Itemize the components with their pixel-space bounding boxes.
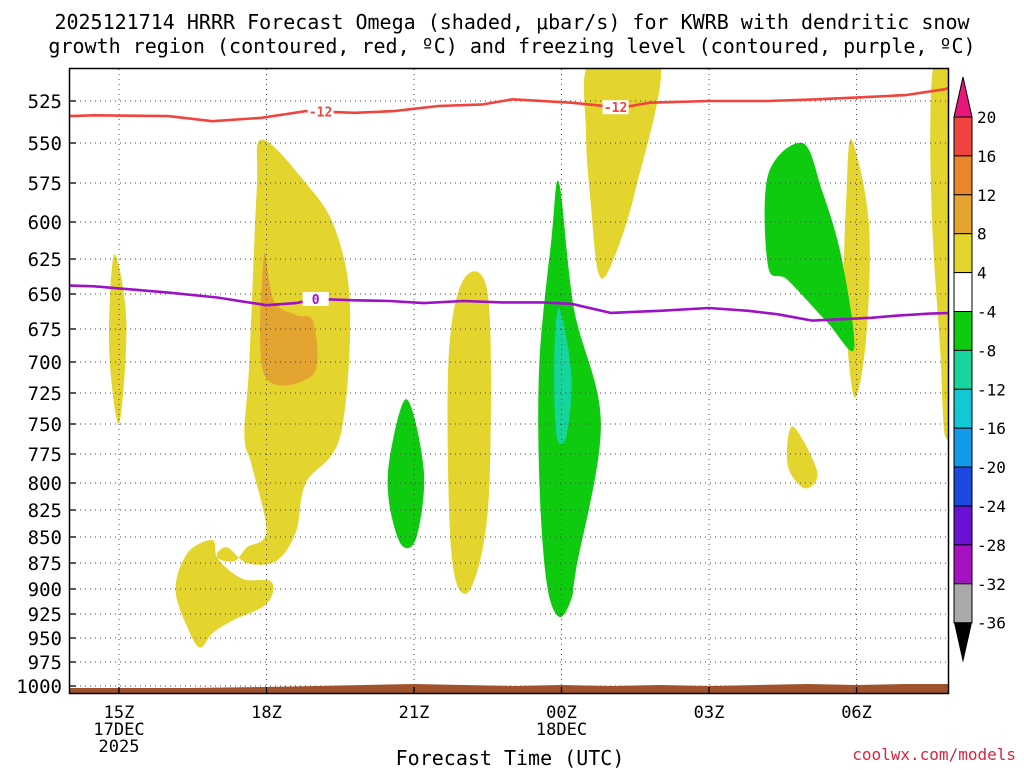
colorbar-label: 16 <box>977 147 996 166</box>
x-axis-label: Forecast Time (UTC) <box>395 746 625 770</box>
terrain-ground <box>70 684 948 693</box>
colorbar-segment <box>953 233 973 274</box>
colorbar-label: -16 <box>977 419 1006 438</box>
dendritic-contour-label: -12 <box>309 106 332 121</box>
y-tick-label: 800 <box>28 473 62 495</box>
omega-region-12 <box>764 142 855 352</box>
y-tick-label: 825 <box>28 500 62 522</box>
y-tick-label: 875 <box>28 553 62 575</box>
colorbar-segment <box>953 427 973 468</box>
dendritic-contour-line <box>70 86 948 123</box>
y-tick-label: 950 <box>28 628 62 650</box>
colorbar-label: -24 <box>977 497 1006 516</box>
omega-region-3 <box>260 252 318 386</box>
colorbar-segment <box>953 466 973 507</box>
colorbar-segment <box>953 544 973 585</box>
y-tick-label: 550 <box>28 133 62 155</box>
x-tick-label: 2025 <box>99 737 140 757</box>
y-tick-label: 850 <box>28 527 62 549</box>
x-tick-label: 21Z <box>399 703 430 723</box>
colorbar-label: 20 <box>977 108 996 127</box>
y-axis-ticks: 525 550 575 600 625 650 675 700 725 750 775 800 825 8… <box>16 91 76 698</box>
colorbar-segment <box>953 116 973 157</box>
colorbar-segment <box>953 388 973 429</box>
omega-region-6 <box>786 426 818 489</box>
omega-region-1 <box>109 254 127 425</box>
y-tick-label: 525 <box>28 91 62 113</box>
colorbar-label: -12 <box>977 380 1006 399</box>
chart-title-line2: growth region (contoured, red, ºC) and f… <box>48 34 976 58</box>
x-tick-label: 15Z <box>104 703 135 723</box>
colorbar-segment <box>953 505 973 546</box>
omega-region-8 <box>930 69 948 440</box>
colorbar-segment <box>953 349 973 390</box>
y-tick-label: 925 <box>28 604 62 626</box>
y-tick-label: 975 <box>28 652 62 674</box>
colorbar-label: -8 <box>977 341 996 360</box>
dendritic-contour-label-bg <box>307 104 334 119</box>
omega-region-5 <box>583 69 662 279</box>
gridlines <box>70 69 948 693</box>
omega-region-7 <box>843 139 870 398</box>
y-tick-label: 575 <box>28 173 62 195</box>
colorbar-segment <box>953 272 973 313</box>
y-tick-label: 675 <box>28 319 62 341</box>
colorbar-bottom-arrow <box>954 622 972 663</box>
colorbar-label: 4 <box>977 264 987 283</box>
colorbar-label: -20 <box>977 458 1006 477</box>
omega-region-2 <box>175 139 351 648</box>
x-tick-label: 00Z <box>546 703 577 723</box>
x-tick-label: 03Z <box>694 703 725 723</box>
omega-region-9 <box>387 399 425 549</box>
y-tick-label: 650 <box>28 284 62 306</box>
colorbar-label: -4 <box>977 303 996 322</box>
colorbar-segment <box>953 194 973 235</box>
omega-region-4 <box>447 271 492 594</box>
colorbar-label: 8 <box>977 225 987 244</box>
colorbar-segment <box>953 311 973 351</box>
dendritic-contour-label: -12 <box>604 101 627 116</box>
x-tick-label: 06Z <box>841 703 872 723</box>
colorbar-label: 12 <box>977 186 996 205</box>
colorbar-label: -28 <box>977 536 1006 555</box>
terrain-band <box>70 684 948 693</box>
y-tick-label: 900 <box>28 579 62 601</box>
y-tick-label: 725 <box>28 383 62 405</box>
colorbar-label: -32 <box>977 575 1006 594</box>
y-tick-label: 625 <box>28 249 62 271</box>
y-tick-label: 750 <box>28 414 62 436</box>
freezing-level-contour-line <box>70 284 948 322</box>
chart-title-line1: 2025121714 HRRR Forecast Omega (shaded, … <box>54 10 970 34</box>
freezing-level-contour-label: 0 <box>312 293 320 308</box>
credit-text: coolwx.com/models <box>852 745 1016 764</box>
colorbar: 20 16 12 8 4 -4 -8 -12 -16 -20 -24 -28 -32 -36 <box>953 76 1006 663</box>
colorbar-segment <box>953 155 973 196</box>
y-tick-label: 1000 <box>16 676 62 698</box>
y-tick-label: 775 <box>28 444 62 466</box>
freezing-level-contour-label-bg <box>302 291 329 306</box>
plot-frame <box>68 67 950 695</box>
dendritic-contour-label-bg <box>602 100 629 115</box>
omega-shaded-regions <box>109 69 948 648</box>
x-tick-label: 18DEC <box>536 720 587 740</box>
y-tick-label: 700 <box>28 352 62 374</box>
y-tick-label: 600 <box>28 212 62 234</box>
colorbar-top-arrow <box>953 76 973 118</box>
x-tick-label: 18Z <box>251 703 282 723</box>
colorbar-label: -36 <box>977 614 1006 633</box>
temperature-contours: -12 -12 0 <box>70 86 948 322</box>
colorbar-segment <box>953 583 973 624</box>
x-tick-label: 17DEC <box>93 720 144 740</box>
omega-region-11 <box>554 307 572 445</box>
